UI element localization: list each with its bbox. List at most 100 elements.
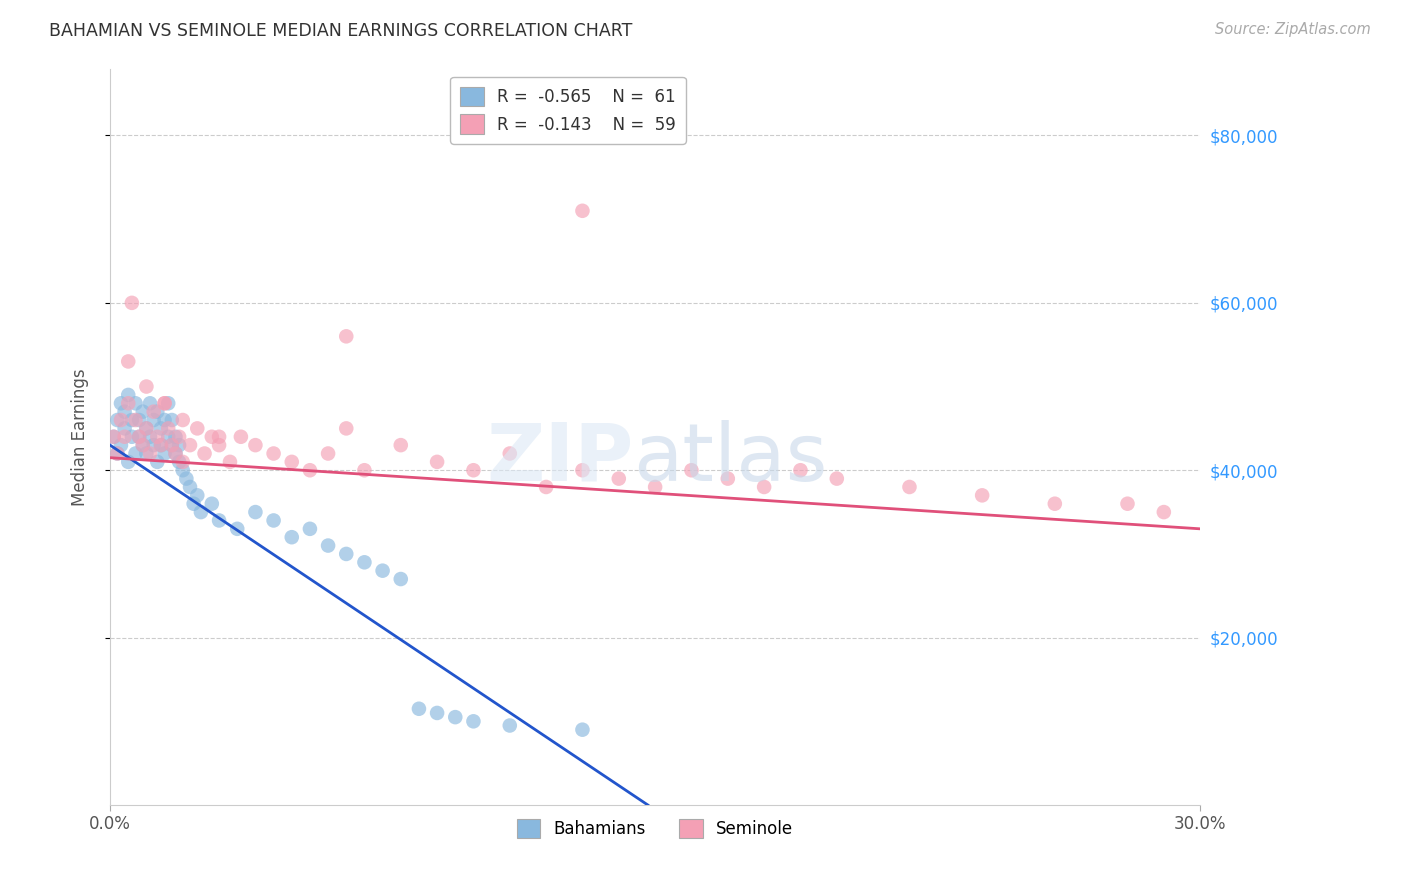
Point — [176, 472, 198, 486]
Point — [245, 438, 267, 452]
Point — [263, 513, 285, 527]
Point — [229, 430, 252, 444]
Point — [142, 438, 165, 452]
Point — [186, 421, 208, 435]
Text: ZIP: ZIP — [486, 420, 633, 498]
Point — [281, 530, 304, 544]
Point — [1153, 505, 1175, 519]
Point — [201, 430, 224, 444]
Point — [607, 472, 630, 486]
Point — [426, 706, 449, 720]
Point — [644, 480, 666, 494]
Point — [972, 488, 994, 502]
Point — [172, 463, 194, 477]
Point — [898, 480, 921, 494]
Point — [146, 404, 169, 418]
Point — [128, 430, 150, 444]
Point — [208, 513, 231, 527]
Point — [157, 421, 180, 435]
Point — [135, 379, 157, 393]
Text: BAHAMIAN VS SEMINOLE MEDIAN EARNINGS CORRELATION CHART: BAHAMIAN VS SEMINOLE MEDIAN EARNINGS COR… — [49, 22, 633, 40]
Point — [146, 430, 169, 444]
Point — [121, 430, 143, 444]
Point — [193, 446, 215, 460]
Point — [153, 396, 176, 410]
Point — [149, 438, 172, 452]
Point — [117, 388, 139, 402]
Point — [165, 446, 187, 460]
Point — [110, 413, 132, 427]
Point — [103, 430, 125, 444]
Point — [121, 296, 143, 310]
Point — [139, 430, 162, 444]
Point — [132, 438, 155, 452]
Point — [335, 329, 357, 343]
Point — [298, 522, 321, 536]
Point — [165, 446, 187, 460]
Point — [201, 497, 224, 511]
Point — [114, 404, 136, 418]
Point — [110, 438, 132, 452]
Point — [208, 438, 231, 452]
Y-axis label: Median Earnings: Median Earnings — [72, 368, 89, 506]
Point — [167, 430, 190, 444]
Point — [681, 463, 703, 477]
Point — [353, 463, 375, 477]
Point — [534, 480, 557, 494]
Point — [226, 522, 249, 536]
Point — [157, 396, 180, 410]
Point — [571, 463, 593, 477]
Point — [146, 455, 169, 469]
Point — [153, 396, 176, 410]
Point — [186, 488, 208, 502]
Point — [142, 404, 165, 418]
Point — [717, 472, 740, 486]
Point — [153, 413, 176, 427]
Point — [114, 430, 136, 444]
Point — [463, 714, 485, 729]
Point — [117, 455, 139, 469]
Point — [335, 421, 357, 435]
Point — [110, 396, 132, 410]
Point — [298, 463, 321, 477]
Point — [335, 547, 357, 561]
Point — [172, 413, 194, 427]
Point — [157, 430, 180, 444]
Point — [132, 438, 155, 452]
Point — [121, 413, 143, 427]
Point — [103, 430, 125, 444]
Point — [124, 446, 146, 460]
Point — [752, 480, 775, 494]
Point — [135, 446, 157, 460]
Point — [135, 421, 157, 435]
Point — [105, 446, 128, 460]
Point — [389, 572, 412, 586]
Point — [114, 421, 136, 435]
Point — [499, 718, 522, 732]
Point — [183, 497, 205, 511]
Point — [128, 413, 150, 427]
Point — [463, 463, 485, 477]
Point — [389, 438, 412, 452]
Point — [135, 421, 157, 435]
Point — [1116, 497, 1139, 511]
Point — [117, 354, 139, 368]
Point — [316, 539, 339, 553]
Point — [371, 564, 394, 578]
Point — [167, 438, 190, 452]
Point — [105, 446, 128, 460]
Point — [128, 430, 150, 444]
Point — [124, 413, 146, 427]
Point — [316, 446, 339, 460]
Point — [444, 710, 467, 724]
Point — [132, 404, 155, 418]
Point — [153, 446, 176, 460]
Point — [160, 438, 183, 452]
Point — [571, 203, 593, 218]
Point — [281, 455, 304, 469]
Point — [263, 446, 285, 460]
Text: atlas: atlas — [633, 420, 828, 498]
Point — [142, 413, 165, 427]
Point — [149, 438, 172, 452]
Point — [179, 438, 201, 452]
